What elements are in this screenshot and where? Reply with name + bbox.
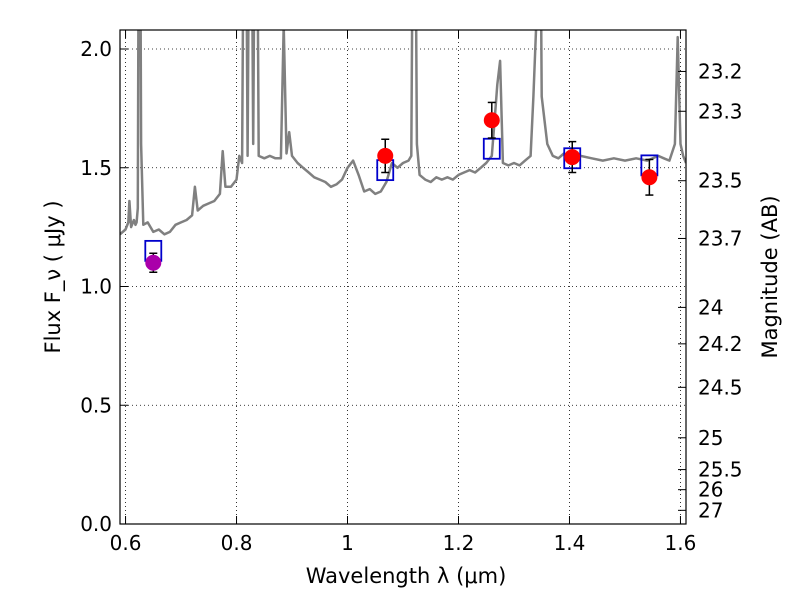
tick-labels: 0.6 0.8 1 1.2 1.4 1.6 0.0 0.5 1.0 1.5 2.0 23.2 23.3 2… [80, 37, 742, 555]
observed-photometry-point [641, 169, 658, 186]
marker-layer [144, 101, 659, 273]
x-axis-label: Wavelength λ (μm) [306, 564, 507, 588]
observed-photometry-point [483, 112, 500, 129]
mag-tick-label: 24.5 [698, 375, 743, 399]
mag-tick-label: 24 [698, 295, 723, 319]
y2-axis-label: Magnitude (AB) [758, 195, 782, 358]
y-tick-label: 0.0 [80, 512, 112, 536]
mag-tick-label: 27 [698, 498, 723, 522]
x-tick-label: 1.6 [665, 531, 697, 555]
y-axis-label: Flux F_ν ( μJy ) [41, 200, 66, 353]
x-tick-label: 1.4 [554, 531, 586, 555]
x-tick-label: 0.6 [110, 531, 142, 555]
mag-tick-label: 25 [698, 426, 723, 450]
series-layer [120, 30, 686, 236]
mag-tick-label: 23.5 [698, 169, 743, 193]
x-tick-label: 0.8 [221, 531, 253, 555]
y-tick-label: 0.5 [80, 393, 112, 417]
mag-tick-label: 23.3 [698, 99, 743, 123]
ticks [120, 30, 686, 525]
plot-background [120, 30, 686, 524]
x-tick-label: 1 [341, 531, 354, 555]
mag-tick-label: 23.2 [698, 59, 743, 83]
observed-photometry-point [145, 254, 162, 271]
y-tick-label: 1.0 [80, 275, 112, 299]
observed-photometry-point [564, 149, 581, 166]
plot-frame [119, 29, 687, 525]
y-tick-label: 1.5 [80, 156, 112, 180]
mag-tick-label: 24.2 [698, 332, 743, 356]
mag-tick-label: 26 [698, 478, 723, 502]
observed-photometry-point [377, 147, 394, 164]
x-tick-label: 1.2 [443, 531, 475, 555]
model-spectrum-line [120, 30, 686, 236]
y-tick-label: 2.0 [80, 37, 112, 61]
mag-tick-label: 25.5 [698, 458, 743, 482]
mag-tick-label: 23.7 [698, 226, 743, 250]
